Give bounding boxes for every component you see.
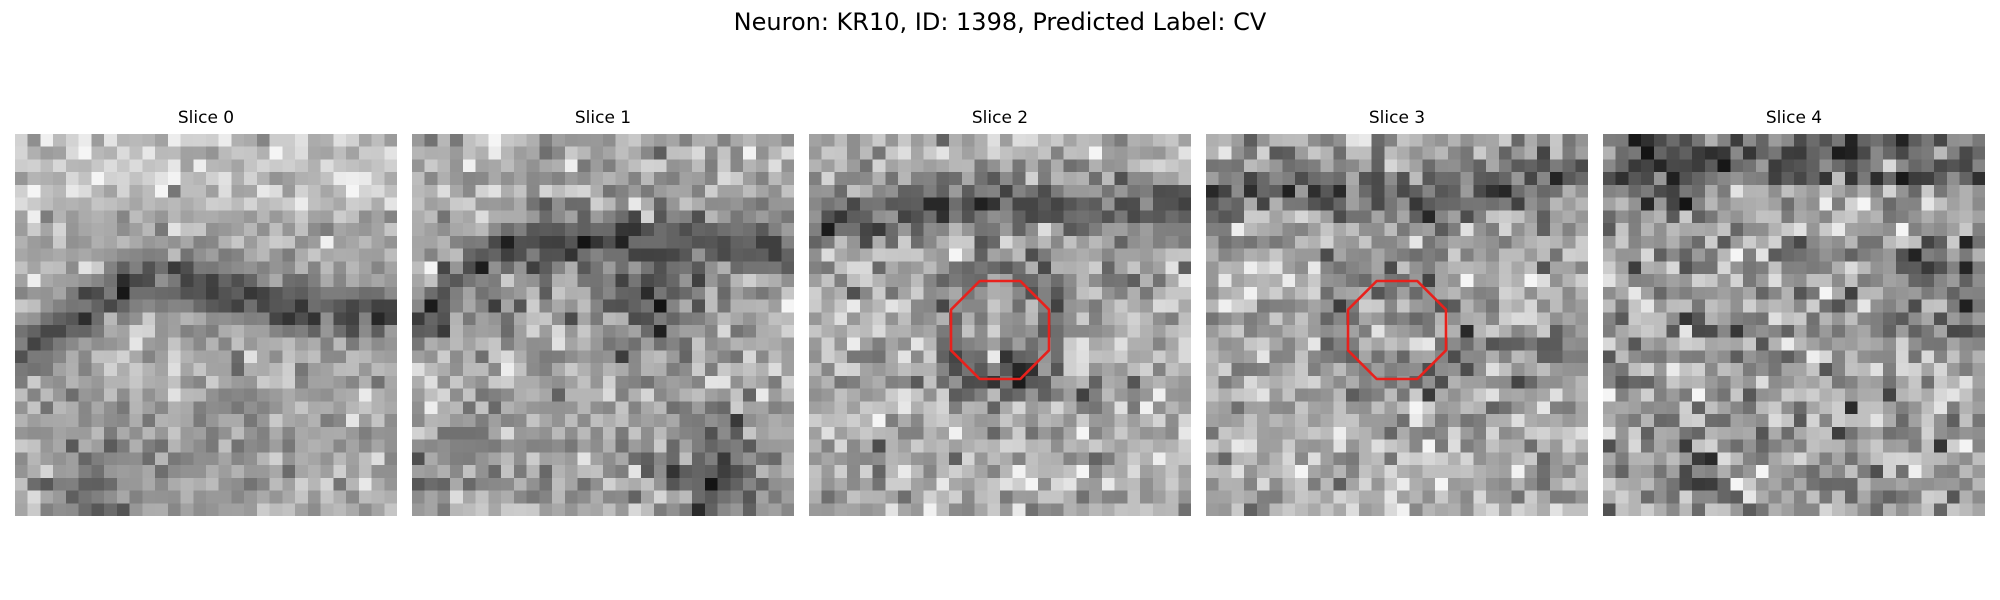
slice-title-4: Slice 4 <box>1765 108 1823 128</box>
slice-panel-3: Slice 3 <box>1206 108 1588 516</box>
slice-panel-2: Slice 2 <box>809 108 1191 516</box>
slice-image-1 <box>412 134 794 516</box>
slice-title-2: Slice 2 <box>971 108 1029 128</box>
slice-title-1: Slice 1 <box>574 108 632 128</box>
slice-panel-0: Slice 0 <box>15 108 397 516</box>
slice-image-0 <box>15 134 397 516</box>
slice-panel-4: Slice 4 <box>1603 108 1985 516</box>
figure-title: Neuron: KR10, ID: 1398, Predicted Label:… <box>733 8 1267 36</box>
slice-panel-1: Slice 1 <box>412 108 794 516</box>
slice-title-0: Slice 0 <box>177 108 235 128</box>
slice-image-2 <box>809 134 1191 516</box>
slice-image-4 <box>1603 134 1985 516</box>
slice-image-3 <box>1206 134 1588 516</box>
slice-title-3: Slice 3 <box>1368 108 1426 128</box>
